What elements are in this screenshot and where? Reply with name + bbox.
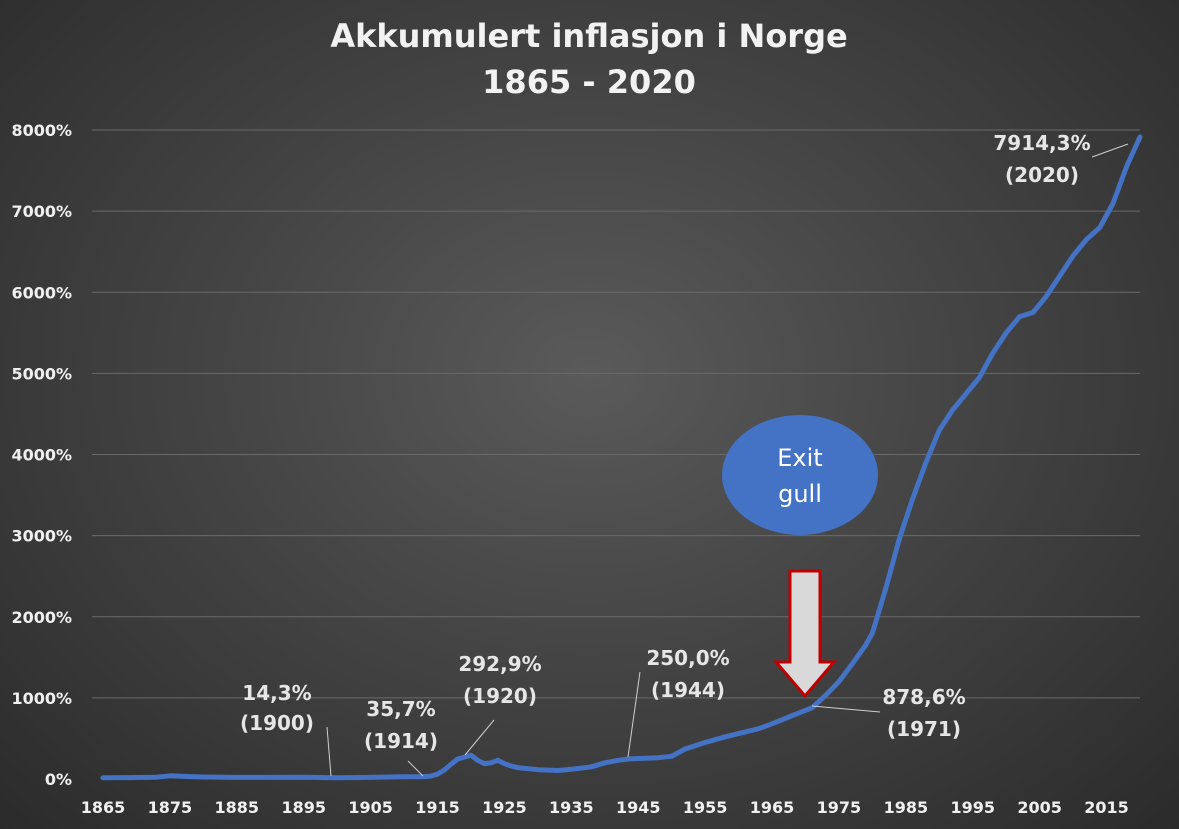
x-tick-label: 1935 — [549, 798, 594, 817]
x-tick-label: 1895 — [281, 798, 326, 817]
x-tick-label: 1945 — [616, 798, 661, 817]
annotation-leader — [407, 760, 424, 777]
x-tick-label: 1865 — [81, 798, 126, 817]
annotation-value: 14,3% — [242, 681, 311, 705]
y-tick-label: 8000% — [11, 121, 72, 140]
annotation-leader — [464, 719, 495, 756]
x-tick-label: 1985 — [884, 798, 929, 817]
annotation-year: (1914) — [364, 729, 438, 753]
annotation-value: 7914,3% — [993, 131, 1090, 155]
x-tick-label: 1965 — [750, 798, 795, 817]
down-arrow-icon — [772, 569, 838, 699]
y-tick-label: 1000% — [11, 689, 72, 708]
annotation-value: 250,0% — [646, 646, 729, 670]
x-tick-label: 1975 — [817, 798, 862, 817]
gridlines — [92, 129, 1140, 699]
annotation-year: (1944) — [651, 678, 725, 702]
annotation-1900: 14,3% (1900) — [240, 681, 332, 777]
annotation-1914: 35,7% (1914) — [364, 697, 438, 777]
annotations: 14,3% (1900) 35,7% (1914) 292,9% (1920) … — [240, 131, 1129, 777]
chart-title-line-2: 1865 - 2020 — [482, 63, 696, 101]
annotation-1920: 292,9% (1920) — [458, 652, 542, 756]
exit-gull-callout: Exit gull — [722, 415, 878, 699]
annotation-value: 292,9% — [458, 652, 541, 676]
y-tick-label: 5000% — [11, 364, 72, 383]
x-tick-label: 1925 — [482, 798, 527, 817]
x-tick-label: 1955 — [683, 798, 728, 817]
annotation-leader — [811, 705, 881, 713]
x-tick-label: 1905 — [348, 798, 393, 817]
x-axis-ticks: 1865 1875 1885 1895 1905 1915 1925 1935 1945 1955… — [81, 798, 1129, 817]
chart-title-line-1: Akkumulert inflasjon i Norge — [330, 17, 847, 55]
series-line — [100, 134, 1143, 781]
x-tick-label: 1915 — [415, 798, 460, 817]
series-layer — [100, 134, 1143, 781]
x-tick-label: 1875 — [148, 798, 193, 817]
annotation-1971: 878,6% (1971) — [811, 685, 966, 741]
y-axis-ticks: 0% 1000% 2000% 3000% 4000% 5000% 6000% 7000% 800… — [11, 121, 72, 789]
callout-line-2: gull — [778, 480, 822, 508]
annotation-leader — [1091, 143, 1129, 158]
annotation-leader — [627, 671, 641, 758]
annotation-2020: 7914,3% (2020) — [993, 131, 1129, 187]
annotation-year: (1920) — [463, 684, 537, 708]
y-tick-label: 7000% — [11, 202, 72, 221]
annotation-value: 878,6% — [882, 685, 965, 709]
y-tick-label: 0% — [45, 770, 72, 789]
annotation-value: 35,7% — [366, 697, 435, 721]
annotation-leader — [326, 726, 332, 777]
y-tick-label: 6000% — [11, 283, 72, 302]
callout-bubble — [722, 415, 878, 535]
x-tick-label: 1995 — [950, 798, 995, 817]
callout-line-1: Exit — [777, 444, 822, 472]
y-tick-label: 3000% — [11, 527, 72, 546]
x-tick-label: 2005 — [1017, 798, 1062, 817]
x-tick-label: 1885 — [215, 798, 260, 817]
annotation-1944: 250,0% (1944) — [627, 646, 730, 758]
annotation-year: (2020) — [1005, 163, 1079, 187]
x-tick-label: 2015 — [1084, 798, 1129, 817]
annotation-year: (1971) — [887, 717, 961, 741]
y-tick-label: 4000% — [11, 446, 72, 465]
y-tick-label: 2000% — [11, 608, 72, 627]
annotation-year: (1900) — [240, 711, 314, 735]
